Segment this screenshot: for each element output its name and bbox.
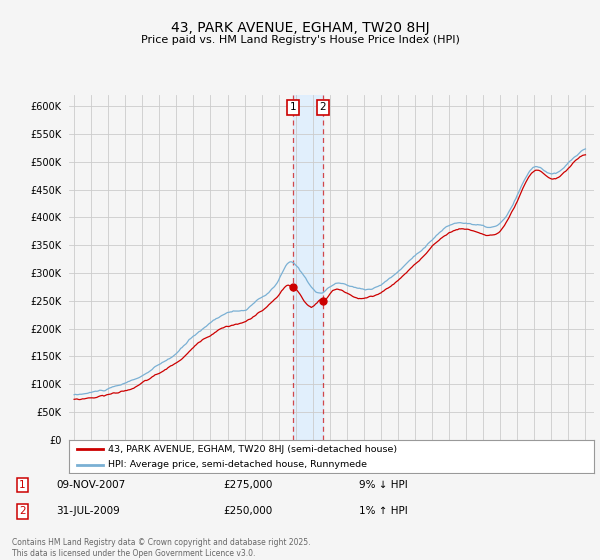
Text: Contains HM Land Registry data © Crown copyright and database right 2025.
This d: Contains HM Land Registry data © Crown c…: [12, 538, 311, 558]
Text: £275,000: £275,000: [224, 480, 273, 490]
Text: 43, PARK AVENUE, EGHAM, TW20 8HJ (semi-detached house): 43, PARK AVENUE, EGHAM, TW20 8HJ (semi-d…: [109, 445, 398, 454]
Text: HPI: Average price, semi-detached house, Runnymede: HPI: Average price, semi-detached house,…: [109, 460, 367, 469]
Text: 43, PARK AVENUE, EGHAM, TW20 8HJ: 43, PARK AVENUE, EGHAM, TW20 8HJ: [170, 21, 430, 35]
Text: 1: 1: [19, 480, 26, 490]
Text: 09-NOV-2007: 09-NOV-2007: [56, 480, 125, 490]
Text: 9% ↓ HPI: 9% ↓ HPI: [359, 480, 407, 490]
Text: 1: 1: [290, 102, 296, 113]
Text: £250,000: £250,000: [224, 506, 273, 516]
Text: 2: 2: [19, 506, 26, 516]
Text: 1% ↑ HPI: 1% ↑ HPI: [359, 506, 407, 516]
Text: 31-JUL-2009: 31-JUL-2009: [56, 506, 120, 516]
Text: Price paid vs. HM Land Registry's House Price Index (HPI): Price paid vs. HM Land Registry's House …: [140, 35, 460, 45]
Bar: [293, 95, 323, 440]
Text: 2: 2: [319, 102, 326, 113]
